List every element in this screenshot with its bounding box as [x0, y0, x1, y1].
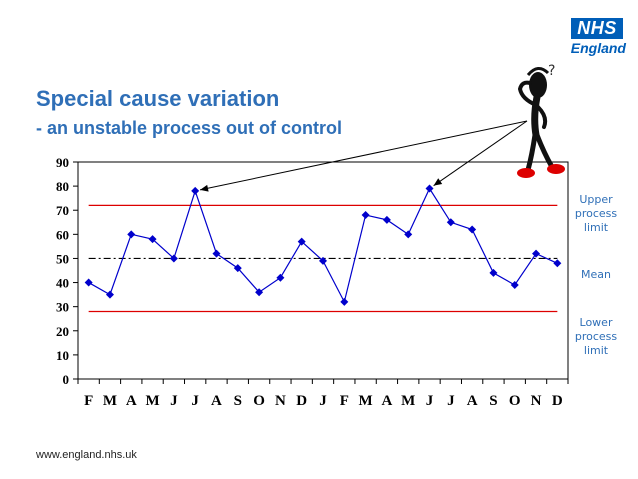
x-tick-label: O: [253, 393, 265, 409]
x-tick-label: A: [126, 393, 137, 409]
x-tick-label: D: [296, 393, 307, 409]
x-tick-label: A: [211, 393, 222, 409]
x-tick-label: S: [489, 393, 497, 409]
x-tick-label: M: [145, 393, 159, 409]
data-point: [446, 218, 455, 227]
data-point: [361, 211, 370, 220]
data-point: [404, 230, 413, 239]
data-point: [553, 259, 562, 268]
y-tick-label: 60: [56, 227, 69, 242]
x-tick-label: N: [275, 393, 286, 409]
x-tick-label: M: [359, 393, 373, 409]
x-tick-label: J: [426, 393, 434, 409]
y-tick-label: 40: [56, 276, 69, 291]
x-tick-label: J: [170, 393, 178, 409]
data-point: [532, 249, 541, 258]
x-tick-label: J: [319, 393, 327, 409]
nhs-logo: NHS: [571, 18, 623, 39]
data-point: [148, 235, 157, 244]
data-point: [425, 184, 434, 193]
x-tick-label: N: [531, 393, 542, 409]
y-tick-label: 50: [56, 251, 69, 266]
data-point: [127, 230, 136, 239]
annotation-arrow-2-head: [433, 178, 443, 186]
x-tick-label: F: [84, 393, 93, 409]
data-point: [276, 273, 285, 282]
mean-label: Mean: [581, 268, 611, 281]
x-tick-label: A: [381, 393, 392, 409]
x-tick-label: S: [234, 393, 242, 409]
data-point: [84, 278, 93, 287]
data-point: [382, 215, 391, 224]
x-tick-label: F: [340, 393, 349, 409]
annotation-arrow-1-head: [200, 184, 209, 192]
data-point: [255, 288, 264, 297]
data-point: [297, 237, 306, 246]
slide-subtitle: - an unstable process out of control: [36, 118, 343, 138]
footer-url: www.england.nhs.uk: [36, 449, 137, 461]
x-tick-label: M: [401, 393, 415, 409]
annotation-arrow-1: [199, 120, 528, 191]
x-tick-label: J: [191, 393, 199, 409]
data-point: [233, 264, 242, 273]
x-tick-label: M: [103, 393, 117, 409]
y-tick-label: 30: [56, 300, 69, 315]
y-tick-label: 0: [63, 372, 70, 387]
data-point: [105, 290, 114, 299]
nhs-logo-subtitle: England: [570, 40, 626, 56]
data-point: [169, 254, 178, 263]
thinking-figure-icon: ?: [517, 63, 565, 178]
x-tick-label: D: [552, 393, 563, 409]
y-tick-label: 70: [56, 203, 69, 218]
slide-title: Special cause variation: [36, 86, 280, 111]
question-mark: ?: [548, 63, 555, 79]
data-point: [489, 268, 498, 277]
data-point: [468, 225, 477, 234]
y-tick-label: 20: [56, 324, 69, 339]
x-tick-label: J: [447, 393, 455, 409]
annotation-arrow-2: [433, 120, 528, 187]
data-point: [319, 256, 327, 265]
x-tick-label: A: [467, 393, 478, 409]
data-point: [510, 280, 519, 289]
data-point: [212, 249, 221, 258]
data-point: [191, 186, 200, 195]
x-tick-label: O: [509, 393, 521, 409]
lower-limit-label: Lower process limit: [574, 316, 618, 357]
plot-area: [77, 161, 569, 380]
y-tick-label: 80: [56, 179, 69, 194]
data-point: [340, 297, 349, 306]
y-tick-label: 10: [56, 348, 69, 363]
upper-limit-label: Upper process limit: [574, 193, 618, 234]
y-tick-label: 90: [56, 155, 69, 170]
